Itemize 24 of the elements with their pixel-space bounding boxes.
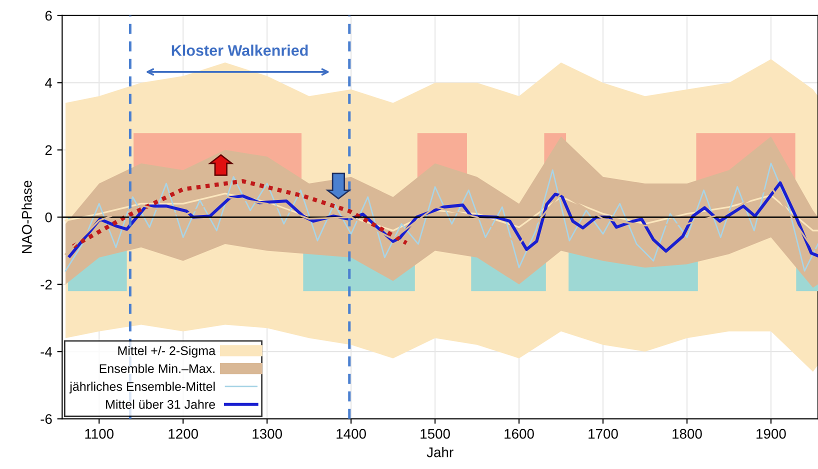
y-axis-title: NAO-Phase	[22, 180, 32, 254]
x-axis-title: Jahr	[426, 447, 454, 458]
y-tick-label: 0	[45, 212, 52, 222]
y-tick-label: 2	[45, 145, 52, 155]
legend-label: Mittel über 31 Jahre	[106, 400, 215, 409]
x-tick-label: 1700	[588, 428, 618, 439]
legend-label: Ensemble Min.–Max.	[100, 364, 214, 374]
y-tick-label: 6	[45, 10, 52, 21]
x-tick-label: 1900	[756, 428, 786, 439]
x-tick-label: 1400	[336, 428, 366, 439]
y-tick-label: -2	[40, 280, 52, 290]
x-tick-label: 1600	[504, 428, 534, 439]
x-tick-label: 1800	[672, 428, 702, 439]
annotation: Kloster Walkenried	[172, 44, 308, 56]
x-tick-label: 1500	[420, 428, 450, 439]
legend-label: jährliches Ensemble-Mittel	[69, 382, 215, 394]
y-tick-label: -6	[40, 414, 52, 424]
line-series	[71, 179, 409, 248]
x-tick-label: 1200	[168, 428, 198, 439]
y-tick-label: 4	[45, 78, 52, 88]
x-tick-label: 1300	[252, 428, 282, 439]
y-tick-label: -4	[40, 347, 52, 357]
x-tick-label: 1100	[85, 428, 114, 439]
legend-label: Mittel +/- 2-Sigma	[118, 346, 216, 358]
